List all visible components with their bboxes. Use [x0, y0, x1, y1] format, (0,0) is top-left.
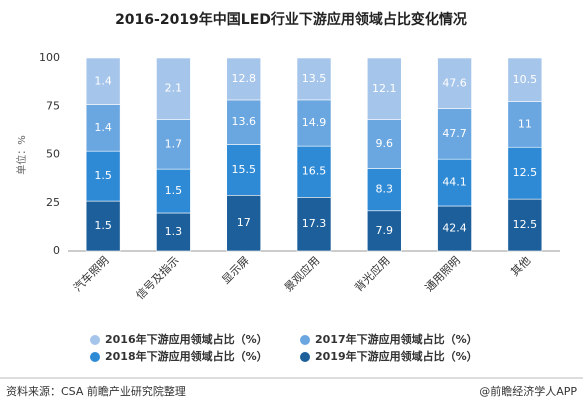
bar-segment	[226, 99, 262, 145]
bar-segment	[507, 198, 543, 252]
bar-segment	[85, 104, 121, 152]
bar-segment	[85, 200, 121, 252]
legend-marker	[300, 335, 310, 345]
data-label: 17	[237, 216, 251, 229]
data-label: 1.5	[94, 219, 112, 232]
bar-segment	[437, 158, 472, 207]
data-label: 12.8	[231, 72, 256, 85]
credit: @前瞻经济学人APP	[479, 384, 577, 398]
data-label: 1.4	[94, 121, 112, 134]
legend-marker	[300, 352, 310, 362]
bar-segment	[437, 108, 472, 160]
bar-segment	[296, 197, 332, 252]
data-label: 7.9	[376, 224, 394, 237]
data-label: 1.5	[94, 169, 112, 182]
bar-segment	[366, 57, 402, 120]
y-tick-label: 25	[46, 196, 60, 209]
bar-segment	[437, 205, 472, 252]
legend-marker	[90, 335, 100, 345]
data-label: 12.1	[372, 82, 397, 95]
bar-segment	[156, 119, 191, 170]
bar-segment	[85, 57, 121, 105]
bar-segment	[156, 212, 191, 252]
x-tick-label: 其他	[508, 254, 533, 279]
bar-segment	[156, 168, 191, 214]
legend-label: 2016年下游应用领域占比（%）	[105, 332, 268, 346]
bar-segment	[507, 146, 543, 200]
bar-segment	[507, 57, 543, 102]
bar-segment	[296, 57, 332, 101]
x-tick-label: 信号及指示	[133, 253, 182, 302]
bar-segment	[296, 145, 332, 198]
chart-title: 2016-2019年中国LED行业下游应用领域占比变化情况	[115, 11, 467, 28]
data-label: 15.5	[231, 163, 256, 176]
data-label: 1.5	[165, 184, 183, 197]
y-axis-label: 单位：%	[15, 135, 28, 175]
x-tick-label: 汽车照明	[70, 253, 111, 294]
data-label: 1.4	[94, 74, 112, 87]
data-label: 44.1	[442, 176, 467, 189]
data-label: 12.5	[513, 218, 538, 231]
bar-segment	[437, 57, 472, 109]
data-label: 9.6	[376, 137, 394, 150]
x-tick-label: 通用照明	[423, 254, 463, 294]
bar-segment	[507, 101, 543, 148]
data-label: 47.7	[442, 127, 467, 140]
y-tick-label: 50	[46, 148, 60, 161]
data-label: 2.1	[165, 82, 183, 95]
data-label: 10.5	[513, 73, 538, 86]
data-label: 14.9	[302, 116, 327, 129]
legend-marker	[90, 352, 100, 362]
y-tick-label: 100	[39, 51, 60, 64]
x-tick-label: 显示屏	[219, 254, 252, 287]
bar-segment	[226, 57, 262, 101]
data-label: 16.5	[302, 165, 327, 178]
data-label: 1.3	[165, 225, 183, 238]
legend-label: 2019年下游应用领域占比（%）	[315, 349, 478, 363]
bar-segment	[296, 99, 332, 147]
y-tick-label: 75	[46, 99, 60, 112]
bar-segment	[366, 119, 402, 169]
data-label: 47.6	[442, 76, 467, 89]
bar-segment	[366, 168, 402, 212]
legend-label: 2018年下游应用领域占比（%）	[105, 349, 268, 363]
bar-segment	[156, 57, 191, 120]
data-label: 1.7	[165, 137, 183, 150]
x-tick-label: 背光应用	[352, 253, 393, 294]
x-tick-label: 景观应用	[281, 253, 322, 294]
data-label: 12.5	[513, 166, 538, 179]
bar-segment	[366, 210, 402, 252]
data-label: 11	[518, 117, 532, 130]
data-label: 8.3	[376, 183, 394, 196]
data-label: 13.5	[302, 72, 327, 85]
legend-label: 2017年下游应用领域占比（%）	[315, 332, 478, 346]
data-label: 17.3	[302, 217, 327, 230]
bar-segment	[226, 194, 262, 252]
data-label: 42.4	[442, 221, 467, 234]
y-tick-label: 0	[53, 244, 60, 257]
source: 资料来源：CSA 前瞻产业研究院整理	[6, 384, 186, 398]
data-label: 13.6	[231, 115, 256, 128]
